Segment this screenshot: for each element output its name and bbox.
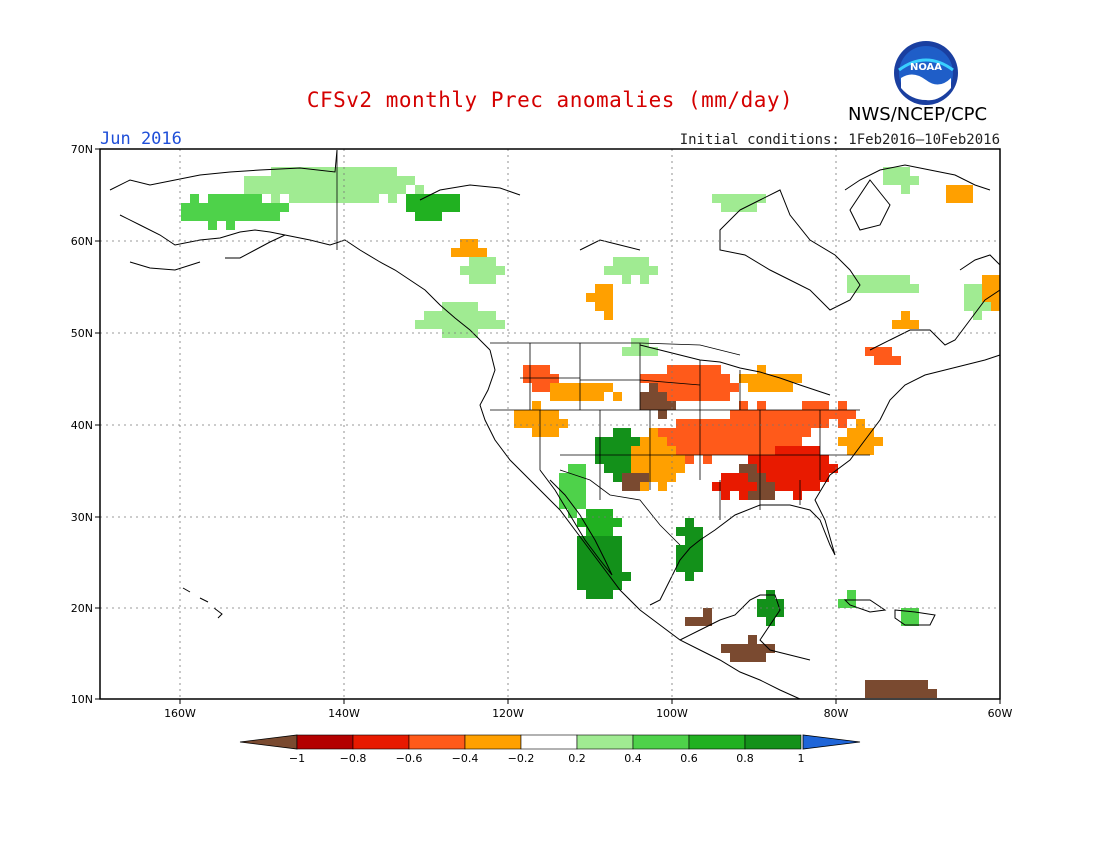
- colorbar-label: −0.8: [340, 752, 367, 765]
- lon-labels: 160W 140W 120W 100W 80W 60W: [164, 707, 1012, 720]
- anomaly-cell-group: [577, 428, 784, 626]
- anomaly-cell-group: [622, 383, 937, 698]
- lat-label: 40N: [71, 419, 93, 432]
- coastlines: [109, 149, 1001, 700]
- colorbar-label: −0.6: [396, 752, 423, 765]
- colorbar-swatch: [352, 734, 410, 750]
- lon-label: 60W: [988, 707, 1013, 720]
- colorbar-label: 0.4: [624, 752, 642, 765]
- colorbar-label: −1: [289, 752, 305, 765]
- colorbar-swatch: [744, 734, 802, 750]
- colorbar-label: 1: [798, 752, 805, 765]
- lon-label: 140W: [328, 707, 360, 720]
- colorbar-swatch: [408, 734, 466, 750]
- political-borders: [336, 150, 870, 546]
- forecast-month: Jun 2016: [100, 129, 182, 149]
- noaa-logo: NOAA: [894, 41, 958, 105]
- colorbar-lower-arrow: [239, 734, 298, 750]
- anomaly-cell-group: [523, 347, 901, 464]
- anomaly-cell-group: [244, 167, 991, 356]
- colorbar-label: −0.2: [508, 752, 535, 765]
- colorbar-swatch: [576, 734, 634, 750]
- lat-label: 60N: [71, 235, 93, 248]
- lat-label: 30N: [71, 511, 93, 524]
- initial-conditions: Initial conditions: 1Feb2016–10Feb2016: [679, 132, 1000, 148]
- anomaly-cells: [181, 167, 1000, 698]
- lat-label: 50N: [71, 327, 93, 340]
- colorbar-label: 0.8: [736, 752, 754, 765]
- colorbar-label: −0.4: [452, 752, 479, 765]
- lon-label: 80W: [824, 707, 849, 720]
- lon-label: 120W: [492, 707, 524, 720]
- colorbar-swatch: [296, 734, 354, 750]
- lon-label: 100W: [656, 707, 688, 720]
- agency-label: NWS/NCEP/CPC: [848, 104, 988, 125]
- lat-label: 10N: [71, 693, 93, 706]
- colorbar-swatch: [632, 734, 690, 750]
- colorbar-swatch: [688, 734, 746, 750]
- anomaly-cell-group: [712, 446, 838, 500]
- graticule: [100, 149, 1000, 699]
- anomaly-cell-group: [487, 374, 532, 401]
- colorbar-label: 0.6: [680, 752, 698, 765]
- colorbar: −1 −0.8 −0.6 −0.4 −0.2 0.2 0.4 0.6 0.8 1: [239, 734, 861, 765]
- lon-label: 160W: [164, 707, 196, 720]
- axis-ticks: [95, 148, 1001, 704]
- lat-label: 20N: [71, 602, 93, 615]
- lat-label: 70N: [71, 143, 93, 156]
- colorbar-swatch: [464, 734, 522, 750]
- colorbar-upper-arrow: [802, 734, 861, 750]
- map-border: [99, 148, 1001, 700]
- map-title: CFSv2 monthly Prec anomalies (mm/day): [306, 88, 794, 112]
- colorbar-label: 0.2: [568, 752, 586, 765]
- lat-labels: 70N 60N 50N 40N 30N 20N 10N: [71, 143, 93, 706]
- svg-text:NOAA: NOAA: [910, 62, 942, 73]
- colorbar-swatch: [520, 734, 578, 750]
